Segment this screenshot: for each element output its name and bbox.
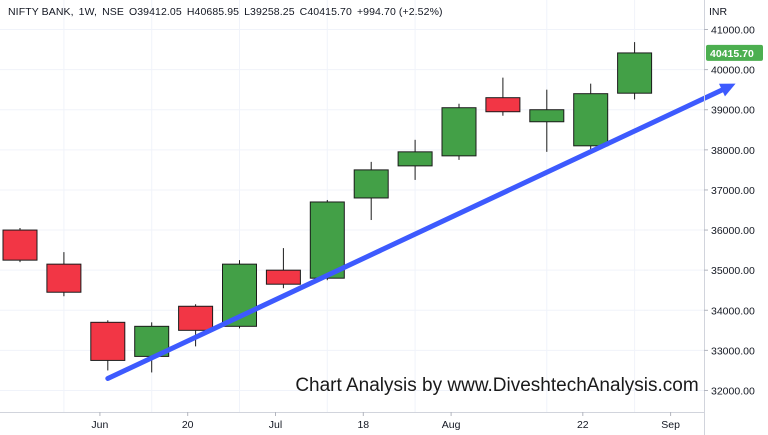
ohlc-open: O39412.05 (128, 6, 182, 18)
price-tick-label: 35000.00 (711, 265, 755, 277)
currency-label: INR (709, 6, 728, 18)
candle[interactable] (309, 199, 345, 281)
price-axis[interactable]: 32000.00 33000.00 34000.00 35000.00 36000.00… (704, 0, 755, 435)
time-tick-label: Jun (91, 419, 108, 431)
price-tick-label: 39000.00 (711, 105, 755, 117)
time-axis[interactable]: Jun 20 Jul 18 Aug 22 Sep (0, 412, 704, 431)
candle-body-down (178, 305, 214, 331)
candle[interactable] (397, 139, 433, 180)
trendline[interactable] (105, 87, 725, 381)
candles (2, 42, 653, 373)
candle-body-up (529, 109, 565, 123)
time-tick-label: Sep (661, 419, 680, 431)
candle-body-up (353, 169, 389, 199)
candle[interactable] (485, 77, 521, 116)
candle-body-up (441, 107, 477, 157)
ohlc-close: C40415.70 (299, 6, 352, 18)
candle[interactable] (617, 42, 653, 100)
symbol-header: NIFTY BANK, 1W, NSE O39412.05 H40685.95 L3925… (8, 6, 448, 18)
price-tick-label: 41000.00 (711, 25, 755, 37)
candle[interactable] (265, 248, 301, 289)
symbol-exchange: NSE (102, 6, 124, 18)
trendline-layer (105, 83, 736, 381)
price-tick-label: 34000.00 (711, 305, 755, 317)
candle[interactable] (90, 320, 126, 371)
candle[interactable] (573, 83, 609, 152)
candle[interactable] (353, 161, 389, 221)
price-tick-label: 38000.00 (711, 145, 755, 157)
candle[interactable] (529, 89, 565, 152)
candle-body-down (46, 263, 82, 293)
time-tick-label: Aug (442, 419, 461, 431)
candle-body-up (573, 93, 609, 147)
candle[interactable] (441, 103, 477, 160)
price-tick-label: 40000.00 (711, 65, 755, 77)
candle-body-up (617, 52, 653, 94)
last-price-label: 40415.70 (706, 44, 763, 61)
ohlc-low: L39258.25 (244, 6, 295, 18)
candle-body-down (485, 97, 521, 113)
candle[interactable] (46, 252, 82, 297)
candle-body-down (265, 269, 301, 285)
ohlc-change: +994.70 (+2.52%) (356, 6, 443, 18)
candle-body-down (90, 321, 126, 361)
time-tick-label: 22 (577, 419, 589, 431)
candle-body-down (2, 229, 38, 261)
price-tick-label: 33000.00 (711, 345, 755, 357)
ohlc-high: H40685.95 (186, 6, 240, 18)
price-tick-label: 32000.00 (711, 386, 755, 398)
candle[interactable] (2, 228, 38, 263)
time-tick-label: 18 (357, 419, 369, 431)
symbol-interval[interactable]: 1W, (78, 6, 98, 18)
last-price-value: 40415.70 (710, 48, 754, 60)
candle-body-up (397, 151, 433, 167)
trendline-arrowhead (719, 83, 736, 97)
symbol-name[interactable]: NIFTY BANK, (8, 6, 74, 18)
price-tick-label: 36000.00 (711, 225, 755, 237)
candle-body-up (309, 201, 345, 279)
watermark-text: Chart Analysis by www.DiveshtechAnalysis… (295, 375, 698, 396)
time-tick-label: Jul (269, 419, 282, 431)
price-tick-label: 37000.00 (711, 185, 755, 197)
time-tick-label: 20 (182, 419, 194, 431)
